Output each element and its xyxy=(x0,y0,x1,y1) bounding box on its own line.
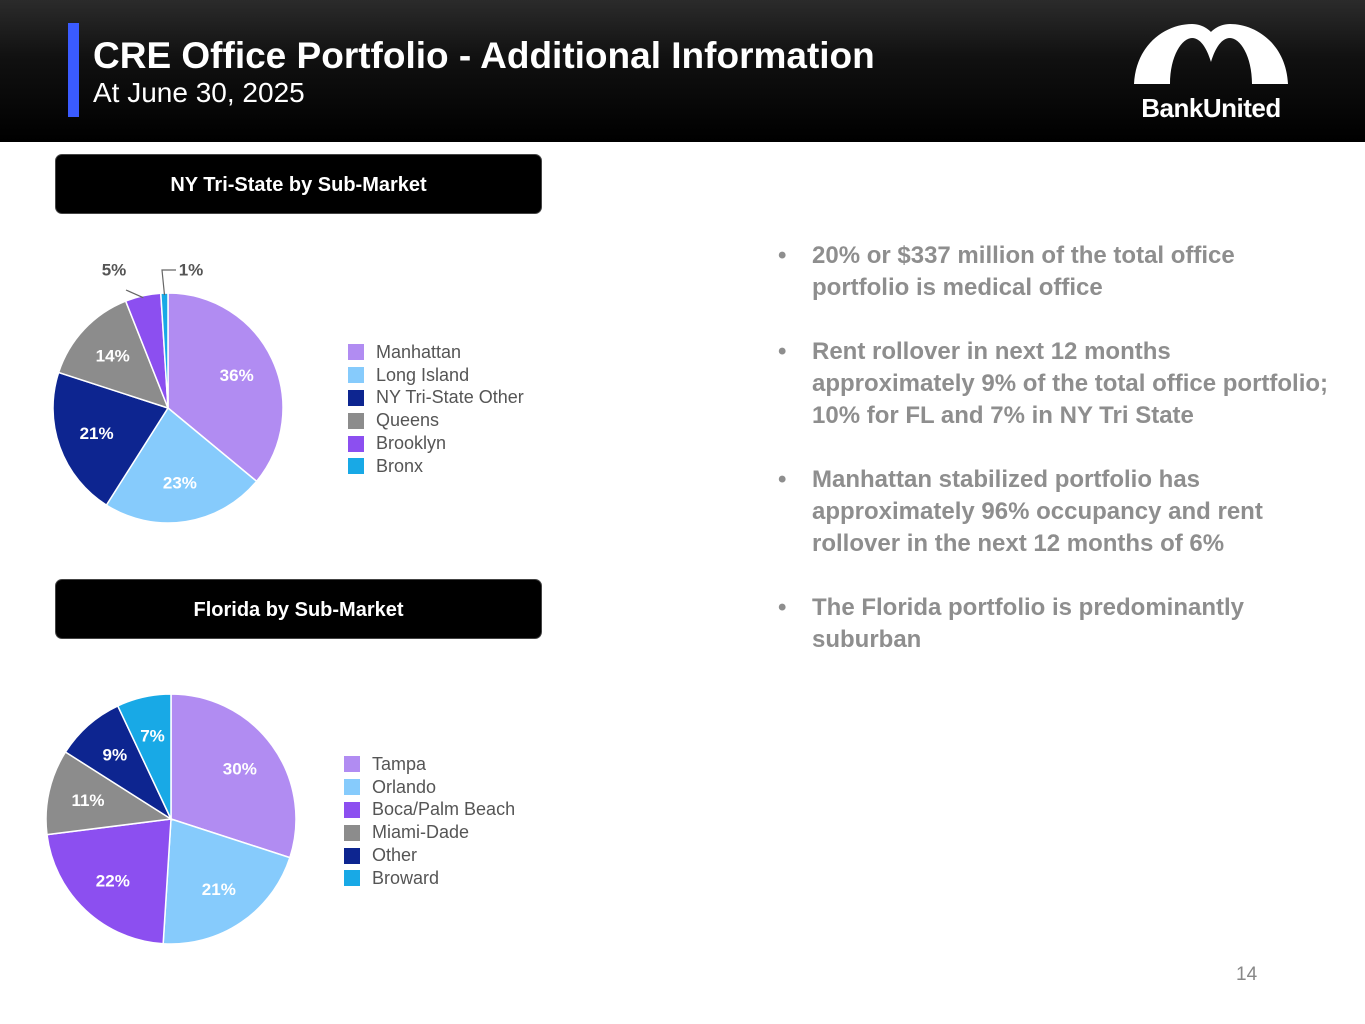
pie-slice-orlando xyxy=(162,817,291,945)
bullet-marker: • xyxy=(778,338,787,365)
legend-item-tampa: Tampa xyxy=(344,753,515,776)
legend-swatch xyxy=(348,412,364,429)
bullet-marker: • xyxy=(778,242,787,269)
legend-label: Miami-Dade xyxy=(372,822,470,843)
legend-swatch xyxy=(344,756,360,773)
legend-label: Broward xyxy=(372,867,440,888)
legend-swatch xyxy=(344,847,360,864)
legend-item-long-island: Long Island xyxy=(348,364,524,387)
legend-swatch xyxy=(348,389,364,406)
ny-legend: Manhattan Long Island NY Tri-State Other Qu… xyxy=(348,341,524,478)
legend-label: Orlando xyxy=(372,776,437,797)
bankunited-logo-text: BankUnited xyxy=(1141,93,1281,123)
legend-item-ny-tri-state-other: NY Tri-State Other xyxy=(348,387,524,410)
fl-chart-header: Florida by Sub-Market xyxy=(55,579,542,639)
data-label-orlando: 21% xyxy=(202,880,236,899)
data-label-queens: 14% xyxy=(96,347,130,366)
summary-bullets: • 20% or $337 million of the total office… xyxy=(778,240,1338,688)
data-label-other: 9% xyxy=(103,746,128,765)
pie-slice-boca-palm-beach xyxy=(46,818,172,945)
legend-item-boca-palm-beach: Boca/Palm Beach xyxy=(344,799,515,822)
legend-label: Brooklyn xyxy=(376,433,447,454)
legend-label: Tampa xyxy=(372,753,427,774)
bullet-item: • Manhattan stabilized portfolio has appr… xyxy=(778,464,1338,560)
data-label-bronx: 1% xyxy=(179,261,204,280)
legend-swatch xyxy=(344,824,360,841)
legend-label: Boca/Palm Beach xyxy=(372,799,516,820)
header-band: CRE Office Portfolio - Additional Inform… xyxy=(0,0,1365,142)
bullet-text: Manhattan stabilized portfolio has appro… xyxy=(812,466,1263,557)
pie-slice-ny-tri-state-other xyxy=(52,371,170,507)
legend-label: Other xyxy=(372,845,418,866)
ny-pie-chart: 36% 23% 21% 14% 5% 1% xyxy=(52,261,284,524)
legend-swatch xyxy=(348,435,364,452)
legend-item-bronx: Bronx xyxy=(348,455,524,478)
bullet-item: • 20% or $337 million of the total office… xyxy=(778,240,1338,304)
data-label-tampa: 30% xyxy=(223,760,257,779)
legend-item-queens: Queens xyxy=(348,409,524,432)
pie-slice-queens xyxy=(57,300,170,410)
leader-line-bronx xyxy=(161,269,176,296)
legend-item-orlando: Orlando xyxy=(344,776,515,799)
data-label-long-island: 23% xyxy=(163,474,197,493)
legend-label: Queens xyxy=(376,410,440,431)
ny-chart-header: NY Tri-State by Sub-Market xyxy=(55,154,542,214)
title-accent-bar xyxy=(68,23,79,117)
legend-label: Manhattan xyxy=(376,341,462,362)
bullet-item: • Rent rollover in next 12 months approxi… xyxy=(778,336,1338,432)
bullet-text: 20% or $337 million of the total office … xyxy=(812,242,1235,301)
leader-line-brooklyn xyxy=(125,289,144,299)
legend-swatch xyxy=(344,779,360,796)
pie-slice-miami-dade xyxy=(45,750,174,836)
legend-swatch xyxy=(348,344,364,361)
data-label-broward: 7% xyxy=(140,727,165,746)
legend-swatch xyxy=(344,801,360,818)
pie-slice-tampa xyxy=(170,693,297,859)
data-label-brooklyn: 5% xyxy=(102,261,127,280)
pie-slice-broward xyxy=(116,693,172,820)
legend-swatch xyxy=(348,367,364,384)
bullet-text: Rent rollover in next 12 months approxim… xyxy=(812,338,1329,429)
legend-item-miami-dade: Miami-Dade xyxy=(344,821,515,844)
pie-slice-long-island xyxy=(105,406,258,524)
bullet-marker: • xyxy=(778,594,787,621)
data-label-boca-palm-beach: 22% xyxy=(96,872,130,891)
legend-label: Long Island xyxy=(376,364,470,385)
bullet-text: The Florida portfolio is predominantly s… xyxy=(812,594,1245,653)
data-label-manhattan: 36% xyxy=(220,366,254,385)
fl-pie-chart: 30% 21% 22% 11% 9% 7% xyxy=(45,693,297,945)
bullet-marker: • xyxy=(778,466,787,493)
page-subtitle: At June 30, 2025 xyxy=(93,77,305,108)
page-number: 14 xyxy=(1236,964,1258,985)
page-title: CRE Office Portfolio - Additional Inform… xyxy=(93,35,875,76)
legend-item-broward: Broward xyxy=(344,867,515,890)
data-label-miami-dade: 11% xyxy=(71,791,104,810)
bullet-item: • The Florida portfolio is predominantly … xyxy=(778,592,1338,656)
legend-label: Bronx xyxy=(376,455,424,476)
fl-legend: Tampa Orlando Boca/Palm Beach Miami-Dade Oth… xyxy=(344,753,515,890)
legend-item-manhattan: Manhattan xyxy=(348,341,524,364)
pie-slice-manhattan xyxy=(167,292,284,483)
data-label-ny-tri-state-other: 21% xyxy=(80,424,114,443)
legend-swatch xyxy=(348,458,364,475)
legend-item-brooklyn: Brooklyn xyxy=(348,432,524,455)
legend-swatch xyxy=(344,870,360,887)
legend-item-other: Other xyxy=(344,844,515,867)
bankunited-arch-logo-icon xyxy=(1134,24,1288,84)
legend-label: NY Tri-State Other xyxy=(376,387,524,408)
